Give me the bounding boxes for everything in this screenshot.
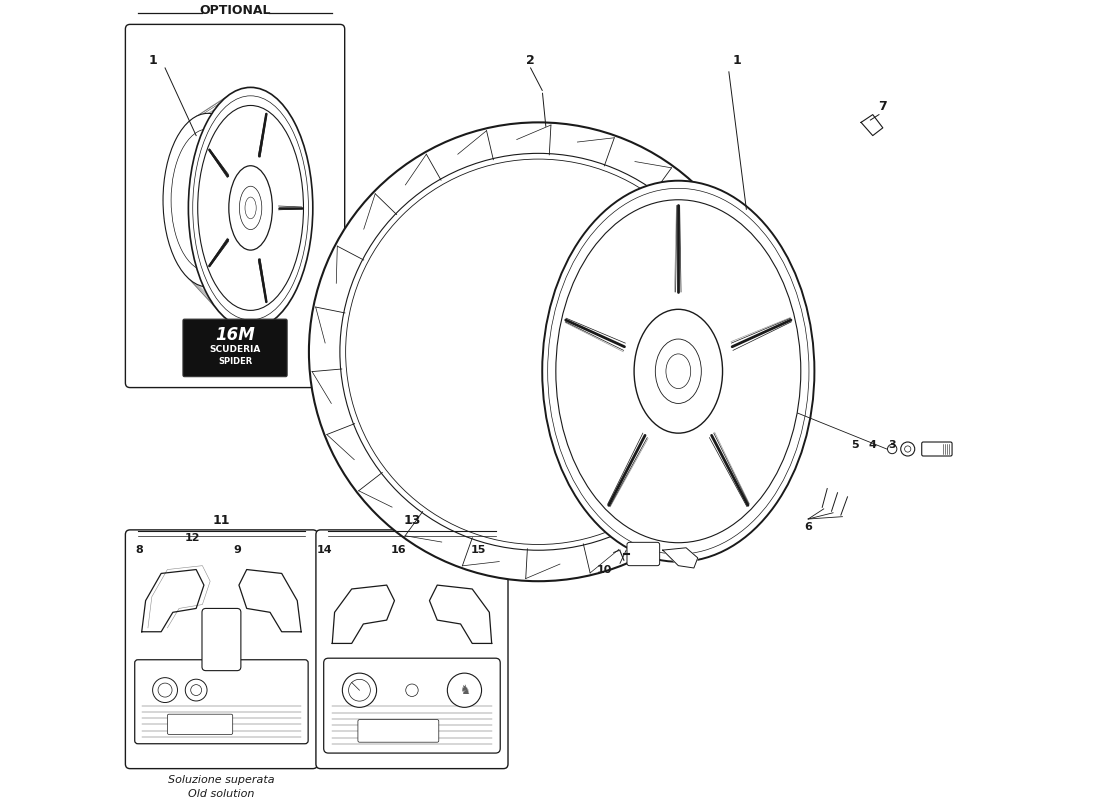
Polygon shape bbox=[332, 585, 395, 643]
Polygon shape bbox=[142, 570, 204, 632]
Text: 2: 2 bbox=[526, 54, 535, 66]
Circle shape bbox=[904, 446, 911, 452]
Text: SCUDERIA: SCUDERIA bbox=[209, 345, 261, 354]
Circle shape bbox=[185, 679, 207, 701]
Text: OPTIONAL: OPTIONAL bbox=[199, 4, 271, 18]
Ellipse shape bbox=[198, 106, 304, 310]
FancyBboxPatch shape bbox=[627, 542, 660, 566]
Text: ♞: ♞ bbox=[459, 684, 470, 697]
Polygon shape bbox=[429, 585, 492, 643]
Text: 15: 15 bbox=[471, 545, 486, 555]
Circle shape bbox=[309, 122, 768, 582]
Text: 1: 1 bbox=[733, 54, 741, 66]
Circle shape bbox=[448, 673, 482, 707]
Text: 3: 3 bbox=[889, 440, 896, 450]
Ellipse shape bbox=[163, 114, 253, 287]
Text: 10: 10 bbox=[596, 565, 612, 574]
Text: 4: 4 bbox=[869, 440, 877, 450]
FancyBboxPatch shape bbox=[922, 442, 953, 456]
Text: 6: 6 bbox=[804, 522, 812, 532]
Circle shape bbox=[888, 444, 896, 454]
FancyBboxPatch shape bbox=[358, 720, 439, 742]
Circle shape bbox=[342, 673, 376, 707]
FancyBboxPatch shape bbox=[167, 714, 233, 734]
Polygon shape bbox=[239, 570, 301, 632]
Text: 85: 85 bbox=[649, 433, 715, 489]
FancyBboxPatch shape bbox=[323, 658, 500, 753]
Text: 14: 14 bbox=[317, 545, 332, 555]
Text: SPIDER: SPIDER bbox=[218, 358, 252, 366]
Polygon shape bbox=[861, 114, 883, 136]
Text: 13: 13 bbox=[404, 514, 420, 526]
Text: Soluzione superata: Soluzione superata bbox=[168, 774, 275, 785]
Text: 5: 5 bbox=[851, 440, 859, 450]
Text: 11: 11 bbox=[212, 514, 230, 526]
Ellipse shape bbox=[229, 166, 273, 250]
Text: 12: 12 bbox=[185, 534, 200, 543]
Circle shape bbox=[901, 442, 915, 456]
Polygon shape bbox=[663, 548, 697, 568]
Text: la passion
de la parte: la passion de la parte bbox=[476, 329, 654, 437]
Ellipse shape bbox=[634, 310, 723, 433]
Ellipse shape bbox=[188, 87, 312, 329]
FancyBboxPatch shape bbox=[183, 319, 287, 377]
FancyBboxPatch shape bbox=[125, 24, 344, 387]
Text: Old solution: Old solution bbox=[188, 789, 254, 798]
Text: 9: 9 bbox=[233, 545, 241, 555]
Ellipse shape bbox=[556, 200, 801, 542]
Circle shape bbox=[349, 679, 371, 701]
FancyBboxPatch shape bbox=[125, 530, 318, 769]
Text: 7: 7 bbox=[879, 100, 888, 114]
FancyBboxPatch shape bbox=[316, 530, 508, 769]
Text: 16M: 16M bbox=[216, 326, 255, 345]
FancyBboxPatch shape bbox=[134, 660, 308, 744]
Text: 16: 16 bbox=[390, 545, 406, 555]
Ellipse shape bbox=[542, 181, 814, 562]
Text: 8: 8 bbox=[135, 545, 143, 555]
Text: 1: 1 bbox=[148, 54, 157, 66]
FancyBboxPatch shape bbox=[202, 609, 241, 670]
Circle shape bbox=[153, 678, 177, 702]
